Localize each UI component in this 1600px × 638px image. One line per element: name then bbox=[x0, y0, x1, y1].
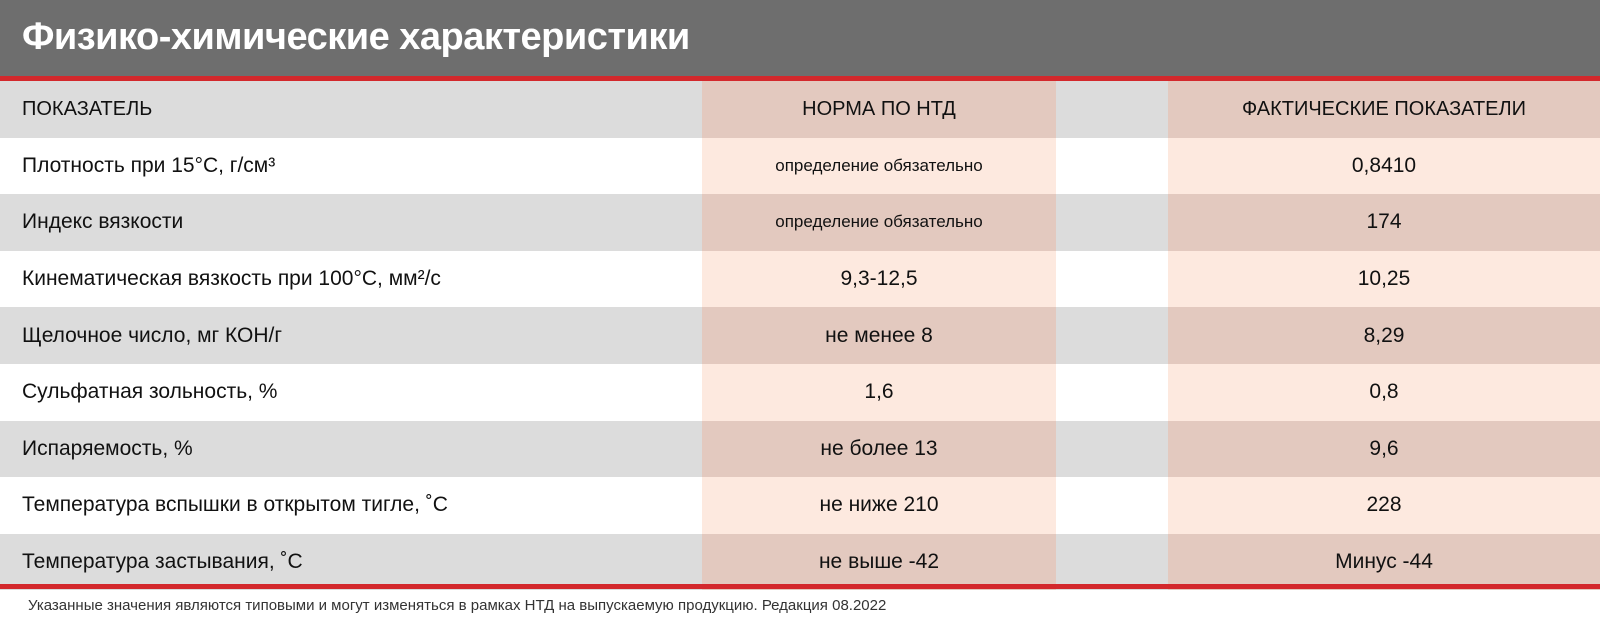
norm-cell: не выше -42 bbox=[702, 533, 1056, 591]
actual-cell: 228 bbox=[1168, 477, 1600, 534]
indicator-cell: Сульфатная зольность, % bbox=[22, 380, 278, 404]
actual-cell: 8,29 bbox=[1168, 307, 1600, 364]
indicator-cell: Температура вспышки в открытом тигле, ˚С bbox=[22, 493, 448, 517]
indicator-cell: Кинематическая вязкость при 100°С, мм²/с bbox=[22, 267, 441, 291]
actual-cell: 0,8 bbox=[1168, 363, 1600, 421]
actual-cell: 9,6 bbox=[1168, 420, 1600, 478]
actual-cell: Минус -44 bbox=[1168, 533, 1600, 591]
table-row: Плотность при 15°С, г/см³ определение обя… bbox=[0, 137, 1600, 195]
table-row: Температура вспышки в открытом тигле, ˚С… bbox=[0, 477, 1600, 534]
actual-cell: 0,8410 bbox=[1168, 137, 1600, 195]
column-header-actual: ФАКТИЧЕСКИЕ ПОКАЗАТЕЛИ bbox=[1168, 81, 1600, 138]
table-row: Температура застывания, ˚С не выше -42 Мин… bbox=[0, 533, 1600, 591]
column-header-norm: НОРМА ПО НТД bbox=[702, 81, 1056, 138]
indicator-cell: Индекс вязкости bbox=[22, 210, 184, 234]
table-row: Сульфатная зольность, % 1,6 0,8 bbox=[0, 363, 1600, 421]
indicator-cell: Температура застывания, ˚С bbox=[22, 550, 303, 574]
norm-cell: не более 13 bbox=[702, 420, 1056, 478]
norm-cell: 9,3-12,5 bbox=[702, 250, 1056, 308]
indicator-cell: Испаряемость, % bbox=[22, 436, 193, 460]
footnote: Указанные значения являются типовыми и м… bbox=[28, 597, 887, 614]
actual-cell: 10,25 bbox=[1168, 250, 1600, 308]
table-row: Щелочное число, мг КОН/г не менее 8 8,29 bbox=[0, 307, 1600, 364]
table-header: ПОКАЗАТЕЛЬ НОРМА ПО НТД ФАКТИЧЕСКИЕ ПОКА… bbox=[0, 81, 1600, 138]
page-title: Физико-химические характеристики bbox=[22, 16, 690, 58]
norm-cell: 1,6 bbox=[702, 363, 1056, 421]
norm-cell: определение обязательно bbox=[702, 194, 1056, 251]
characteristics-table: ПОКАЗАТЕЛЬ НОРМА ПО НТД ФАКТИЧЕСКИЕ ПОКА… bbox=[0, 81, 1600, 591]
table-row: Испаряемость, % не более 13 9,6 bbox=[0, 420, 1600, 478]
norm-cell: определение обязательно bbox=[702, 137, 1056, 195]
norm-cell: не менее 8 bbox=[702, 307, 1056, 364]
top-divider bbox=[0, 76, 1600, 81]
norm-cell: не ниже 210 bbox=[702, 477, 1056, 534]
column-header-indicator: ПОКАЗАТЕЛЬ bbox=[22, 97, 153, 120]
indicator-cell: Щелочное число, мг КОН/г bbox=[22, 323, 283, 347]
actual-cell: 174 bbox=[1168, 194, 1600, 251]
indicator-cell: Плотность при 15°С, г/см³ bbox=[22, 153, 276, 177]
title-bar: Физико-химические характеристики bbox=[0, 0, 1600, 76]
table-row: Индекс вязкости определение обязательно 17… bbox=[0, 194, 1600, 251]
bottom-divider bbox=[0, 584, 1600, 589]
table-row: Кинематическая вязкость при 100°С, мм²/с… bbox=[0, 250, 1600, 308]
